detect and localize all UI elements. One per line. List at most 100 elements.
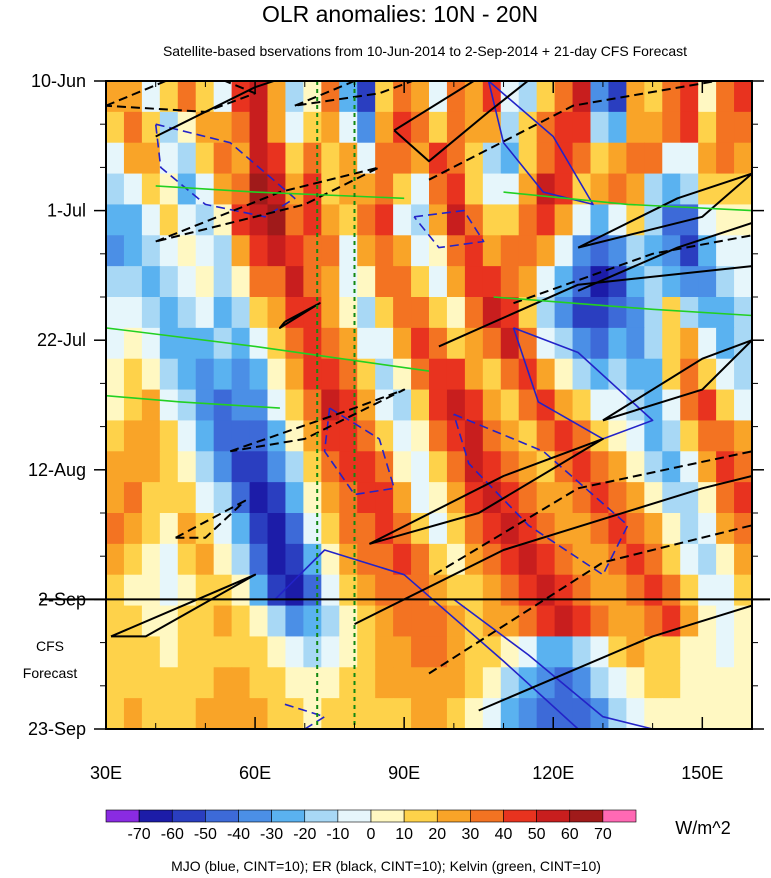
heatmap-cell	[590, 636, 610, 668]
heatmap-cell	[698, 698, 717, 729]
heatmap-cell	[339, 297, 358, 329]
heatmap-cell	[177, 235, 197, 267]
heatmap-cell	[716, 173, 735, 206]
heatmap-cell	[195, 636, 215, 668]
heatmap-cell	[662, 420, 681, 452]
heatmap-cell	[141, 358, 161, 391]
heatmap-cell	[411, 327, 430, 360]
heatmap-cell	[680, 636, 699, 668]
heatmap-cell	[159, 173, 179, 206]
heatmap-cell	[375, 142, 394, 175]
heatmap-cell	[123, 204, 143, 236]
heatmap-cell	[141, 235, 161, 267]
heatmap-cell	[626, 297, 645, 329]
heatmap-cell	[303, 482, 322, 514]
heatmap-cell	[339, 420, 358, 452]
heatmap-cell	[339, 327, 358, 360]
heatmap-cell	[249, 667, 269, 699]
heatmap-cell	[106, 667, 125, 699]
heatmap-cell	[159, 574, 179, 607]
heatmap-cell	[518, 482, 538, 514]
heatmap-cell	[267, 173, 287, 206]
heatmap-cell	[249, 698, 269, 729]
heatmap-cell	[177, 297, 197, 329]
heatmap-cell	[159, 543, 179, 576]
heatmap-cell	[644, 235, 663, 267]
heatmap-cell	[159, 266, 179, 298]
x-tick-label: 30E	[90, 763, 122, 783]
heatmap-cell	[716, 327, 735, 360]
heatmap-cell	[500, 451, 520, 483]
heatmap-cell	[446, 358, 466, 391]
heatmap-cell	[213, 667, 233, 699]
heatmap-cell	[446, 451, 466, 483]
heatmap-cell	[213, 482, 233, 514]
colorbar-swatch	[171, 809, 206, 823]
heatmap-cell	[644, 543, 663, 576]
heatmap-cell	[195, 543, 215, 576]
heatmap-cell	[285, 574, 304, 607]
heatmap-cell	[626, 327, 645, 360]
mjo-contour	[413, 209, 485, 249]
heatmap-cell	[554, 297, 574, 329]
heatmap-cell	[626, 543, 645, 576]
heatmap-cell	[339, 266, 358, 298]
heatmap-cell	[267, 111, 287, 144]
heatmap-cell	[482, 327, 502, 360]
heatmap-cell	[429, 605, 448, 638]
heatmap-cell	[536, 358, 556, 391]
heatmap-cell	[106, 173, 125, 206]
heatmap-cell	[572, 698, 592, 729]
heatmap-cell	[375, 420, 394, 452]
heatmap-cell	[644, 297, 663, 329]
heatmap-cell	[572, 543, 592, 576]
heatmap-cell	[339, 574, 358, 607]
heatmap-cell	[698, 513, 717, 545]
heatmap-cell	[429, 667, 448, 699]
heatmap-cell	[662, 513, 681, 545]
heatmap-cell	[500, 266, 520, 298]
colorbar-swatch	[403, 809, 438, 823]
heatmap-cell	[357, 698, 376, 729]
heatmap-cell	[680, 543, 699, 576]
heatmap-cell	[411, 420, 430, 452]
mjo-contour	[453, 598, 653, 729]
heatmap-cell	[123, 636, 143, 668]
heatmap-cell	[464, 235, 484, 267]
colorbar-label: 0	[367, 826, 376, 843]
heatmap-cell	[177, 574, 197, 607]
heatmap-cell	[195, 574, 215, 607]
heatmap-cell	[249, 358, 269, 391]
kelvin-contour	[503, 191, 752, 212]
heatmap-cell	[285, 420, 304, 452]
heatmap-cell	[626, 142, 645, 175]
heatmap-cell	[339, 111, 358, 144]
heatmap-cell	[213, 420, 233, 452]
heatmap-cell	[267, 327, 287, 360]
heatmap-cell	[572, 266, 592, 298]
heatmap-cell	[716, 235, 735, 267]
er-contour	[175, 499, 247, 539]
heatmap-cell	[680, 111, 699, 144]
er-contour	[393, 81, 530, 163]
heatmap-cell	[482, 482, 502, 514]
heatmap-cell	[285, 111, 304, 144]
heatmap-cell	[159, 358, 179, 391]
heatmap-cell	[177, 513, 197, 545]
heatmap-cell	[339, 389, 358, 422]
heatmap-cell	[231, 451, 251, 483]
heatmap-cell	[411, 266, 430, 298]
heatmap-cell	[644, 482, 663, 514]
heatmap-cell	[482, 204, 502, 236]
heatmap-cell	[141, 204, 161, 236]
heatmap-cell	[716, 204, 735, 236]
heatmap-cell	[518, 142, 538, 175]
heatmap-cell	[393, 235, 412, 267]
heatmap-cell	[590, 543, 610, 576]
chart-title: OLR anomalies: 10N - 20N	[262, 1, 538, 27]
heatmap-cell	[590, 389, 610, 422]
heatmap-cell	[482, 667, 502, 699]
heatmap-cell	[375, 605, 394, 638]
heatmap-cell	[464, 420, 484, 452]
heatmap-cell	[626, 574, 645, 607]
